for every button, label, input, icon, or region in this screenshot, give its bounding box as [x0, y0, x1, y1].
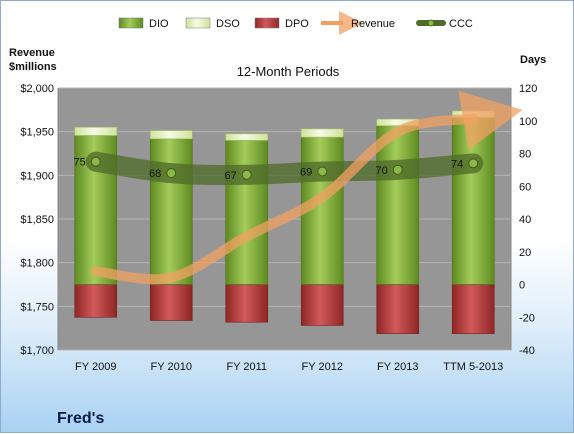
right-tick-label: 40	[519, 214, 531, 226]
right-tick-label: 20	[519, 247, 531, 259]
legend-label-dio: DIO	[149, 18, 169, 30]
legend-swatch-dio	[118, 17, 144, 29]
chart-title: 12-Month Periods	[237, 64, 340, 79]
left-axis-title-line1: Revenue	[9, 47, 55, 59]
ccc-data-label: 67	[225, 170, 237, 182]
x-tick-label: FY 2010	[151, 361, 192, 373]
legend-swatch-dpo	[254, 17, 280, 29]
legend-label-dso: DSO	[216, 18, 240, 30]
ccc-point	[468, 158, 479, 169]
bar-dpo	[149, 284, 193, 321]
ccc-line	[85, 151, 484, 185]
bar-dpo	[300, 284, 344, 326]
right-tick-label: 100	[519, 116, 537, 128]
left-tick-label: $1,750	[20, 301, 54, 313]
revenue-line	[90, 90, 523, 285]
legend-ccc-point	[427, 19, 435, 27]
right-axis-ticks: -40 -20 0 20 40 60 80 100 120	[519, 83, 537, 357]
bar-dio	[149, 138, 193, 285]
x-tick-label: TTM 5-2013	[443, 361, 503, 373]
ccc-point	[317, 166, 328, 177]
legend-label-revenue: Revenue	[351, 18, 395, 30]
revenue-series	[90, 90, 523, 285]
company-name: Fred's	[57, 410, 104, 427]
left-axis-title-line2: $millions	[9, 61, 57, 73]
bar-dso	[149, 130, 193, 140]
left-tick-label: $1,800	[20, 258, 54, 270]
bar-dpo	[74, 284, 118, 318]
x-tick-label: FY 2011	[226, 361, 267, 373]
right-tick-label: 0	[519, 280, 525, 292]
ccc-data-label: 74	[451, 158, 463, 170]
x-tick-label: FY 2013	[377, 361, 418, 373]
left-axis-ticks: $1,700 $1,750 $1,800 $1,850 $1,900 $1,950 $2,0…	[20, 83, 54, 357]
ccc-data-label: 68	[149, 168, 161, 180]
bar-dso	[225, 133, 269, 141]
ccc-series: 75 68 67 69 70 74	[74, 151, 484, 185]
legend-label-ccc: CCC	[449, 18, 473, 30]
bar-dio	[225, 140, 269, 285]
x-tick-label: FY 2009	[75, 361, 116, 373]
bar-dpo	[225, 284, 269, 323]
ccc-point	[90, 156, 101, 167]
ccc-data-label: 69	[300, 167, 312, 179]
right-tick-label: -40	[519, 345, 535, 357]
bar-dpo	[376, 284, 420, 334]
ccc-point	[392, 164, 403, 175]
left-tick-label: $1,700	[20, 345, 54, 357]
bar-dso	[300, 128, 344, 138]
chart-legend: DIO DSO DPO Revenue CCC	[118, 11, 473, 35]
right-tick-label: -20	[519, 312, 535, 324]
right-tick-label: 120	[519, 83, 537, 95]
left-tick-label: $1,900	[20, 170, 54, 182]
ccc-point	[166, 168, 177, 179]
x-axis-ticks: FY 2009 FY 2010 FY 2011 FY 2012 FY 2013 TTM 5…	[75, 361, 503, 373]
ccc-point	[241, 169, 252, 180]
left-tick-label: $1,950	[20, 127, 54, 139]
x-tick-label: FY 2012	[302, 361, 343, 373]
bar-dpo	[451, 284, 495, 334]
bar-dso	[74, 127, 118, 136]
left-tick-label: $2,000	[20, 83, 54, 95]
ccc-data-label: 75	[74, 157, 86, 169]
right-tick-label: 60	[519, 181, 531, 193]
legend-swatch-dso	[185, 17, 211, 29]
bar-dio	[451, 117, 495, 285]
bar-dio	[376, 125, 420, 285]
right-axis-title: Days	[520, 54, 546, 66]
left-tick-label: $1,850	[20, 214, 54, 226]
ccc-data-label: 70	[376, 165, 388, 177]
legend-label-dpo: DPO	[285, 18, 309, 30]
right-tick-label: 80	[519, 149, 531, 161]
